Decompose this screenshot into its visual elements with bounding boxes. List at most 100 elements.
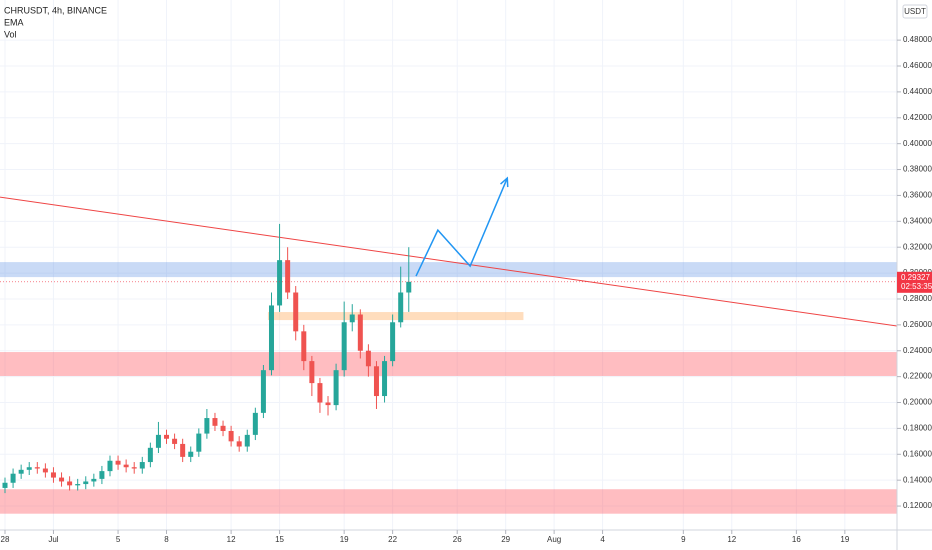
- candle-body: [349, 314, 355, 323]
- candle-body: [34, 467, 40, 469]
- chart-title: CHRUSDT, 4h, BINANCE: [4, 5, 107, 15]
- zone: [0, 262, 897, 278]
- x-tick-label: 16: [792, 535, 801, 544]
- candle-body: [236, 441, 242, 447]
- y-tick-label: 0.18000: [903, 424, 932, 433]
- candle-body: [220, 425, 226, 431]
- candle-body: [91, 478, 97, 482]
- x-tick-label: 15: [275, 535, 284, 544]
- candle-body: [373, 366, 379, 397]
- candle-body: [260, 370, 266, 413]
- currency-label[interactable]: USDT: [904, 7, 926, 16]
- candle-body: [196, 433, 202, 452]
- y-tick-label: 0.16000: [903, 449, 932, 458]
- candle-body: [293, 292, 299, 332]
- x-tick-label: 28: [1, 535, 10, 544]
- candle-body: [180, 443, 186, 457]
- x-tick-label: 8: [164, 535, 169, 544]
- candle-body: [172, 438, 178, 444]
- y-tick-label: 0.48000: [903, 35, 932, 44]
- candle-body: [406, 281, 412, 293]
- projection-arrowhead: [500, 176, 509, 188]
- y-tick-label: 0.26000: [903, 320, 932, 329]
- y-tick-label: 0.34000: [903, 216, 932, 225]
- candle-body: [131, 467, 137, 469]
- candle-body: [309, 361, 315, 384]
- candle-body: [382, 361, 388, 397]
- candle-body: [155, 434, 161, 448]
- candle-body: [204, 418, 210, 434]
- candle-body: [357, 314, 363, 351]
- candle-body: [123, 464, 129, 468]
- x-tick-label: 26: [453, 535, 462, 544]
- x-tick-label: 29: [501, 535, 510, 544]
- candle-body: [115, 460, 121, 465]
- y-tick-label: 0.14000: [903, 475, 932, 484]
- candle-body: [26, 467, 32, 470]
- x-tick-label: 12: [227, 535, 236, 544]
- x-tick-label: 12: [727, 535, 736, 544]
- candle-body: [285, 260, 291, 293]
- indicator-label: EMA: [4, 17, 24, 27]
- y-tick-label: 0.42000: [903, 113, 932, 122]
- candle-body: [268, 305, 274, 371]
- candle-body: [333, 370, 339, 406]
- y-tick-label: 0.36000: [903, 191, 932, 200]
- candle-body: [244, 434, 250, 447]
- y-tick-label: 0.38000: [903, 165, 932, 174]
- candle-body: [18, 469, 24, 474]
- candle-body: [42, 468, 48, 473]
- candle-body: [164, 434, 170, 439]
- x-tick-label: 19: [840, 535, 849, 544]
- candle-body: [50, 472, 56, 478]
- x-tick-label: 4: [600, 535, 605, 544]
- last-price-label: 0.29327: [901, 273, 930, 282]
- y-tick-label: 0.22000: [903, 372, 932, 381]
- candle-body: [325, 402, 331, 406]
- indicator-label: Vol: [4, 29, 17, 39]
- candle-body: [139, 462, 145, 469]
- y-tick-label: 0.20000: [903, 398, 932, 407]
- candle-body: [301, 331, 307, 362]
- candle-body: [390, 322, 396, 362]
- candle-body: [365, 350, 371, 367]
- last-price-box: [897, 271, 932, 293]
- y-tick-label: 0.28000: [903, 294, 932, 303]
- zone: [0, 489, 897, 514]
- candle-body: [277, 260, 283, 306]
- candle-body: [341, 322, 347, 371]
- x-tick-label: 5: [116, 535, 121, 544]
- y-tick-label: 0.40000: [903, 139, 932, 148]
- candle-body: [99, 471, 105, 479]
- x-tick-label: 19: [340, 535, 349, 544]
- candle-body: [2, 482, 8, 488]
- plot-area: [0, 0, 898, 530]
- candle-body: [212, 418, 218, 426]
- candle-body: [147, 447, 153, 463]
- y-tick-label: 0.46000: [903, 61, 932, 70]
- candle-body: [75, 484, 81, 486]
- candle-body: [252, 412, 258, 435]
- candle-body: [107, 460, 113, 472]
- candle-body: [83, 481, 89, 485]
- zone: [267, 312, 524, 321]
- candle-body: [228, 430, 234, 442]
- x-tick-label: 9: [681, 535, 686, 544]
- countdown-label: 02:53:35: [901, 282, 932, 291]
- x-tick-label: 22: [388, 535, 397, 544]
- y-tick-label: 0.44000: [903, 87, 932, 96]
- y-tick-label: 0.12000: [903, 501, 932, 510]
- y-tick-label: 0.24000: [903, 346, 932, 355]
- y-tick-label: 0.32000: [903, 242, 932, 251]
- candle-body: [317, 383, 323, 403]
- currency-box[interactable]: [902, 4, 928, 19]
- candle-body: [10, 473, 16, 483]
- x-tick-label: Jul: [48, 535, 58, 544]
- x-tick-label: Aug: [547, 535, 561, 544]
- zone: [0, 352, 897, 376]
- candle-body: [188, 451, 194, 457]
- candle-body: [398, 292, 404, 323]
- projection-path: [415, 177, 508, 277]
- candle-body: [67, 481, 73, 486]
